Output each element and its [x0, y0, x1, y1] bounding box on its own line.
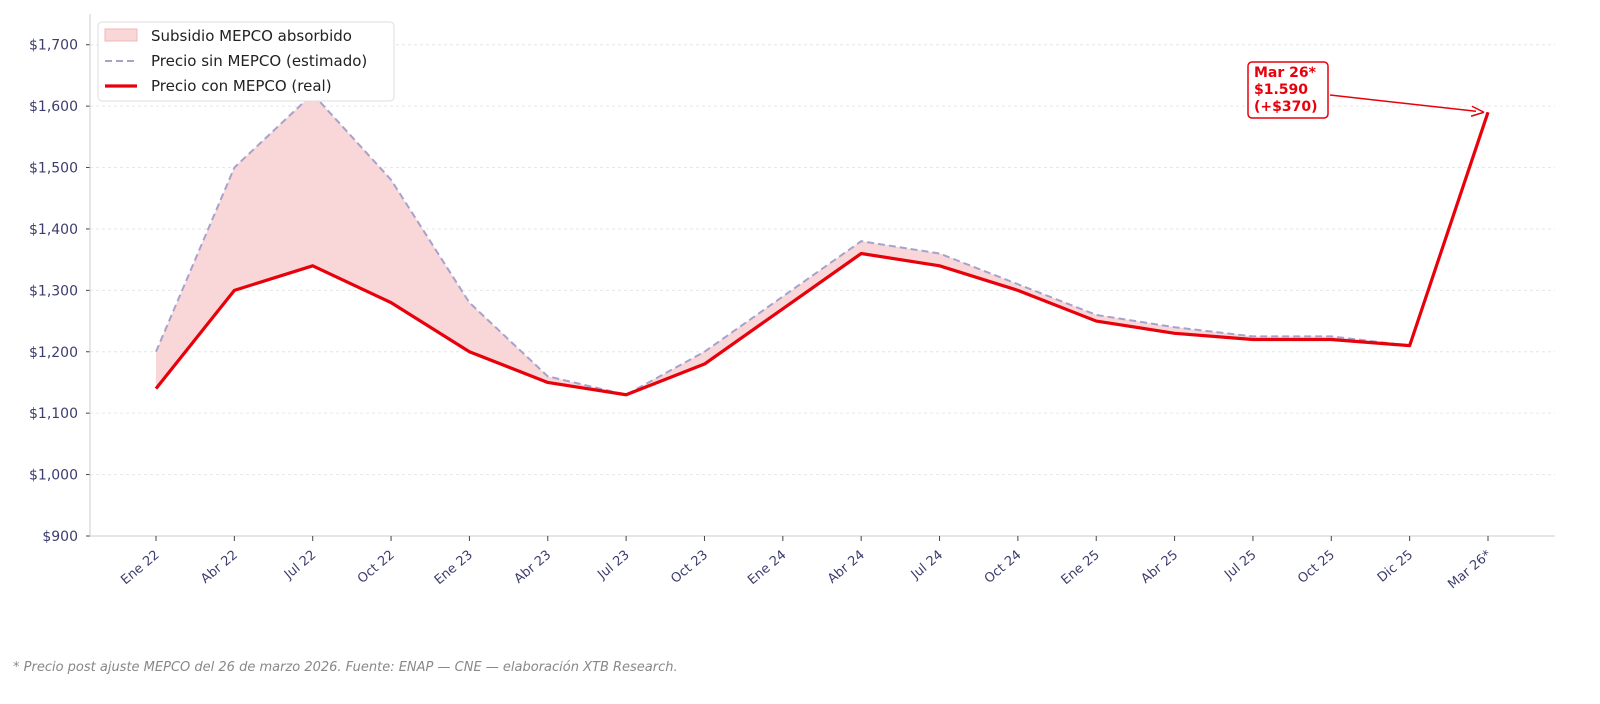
x-tick-label: Abr 24 — [825, 548, 868, 587]
legend-swatch-subsidio — [104, 28, 138, 42]
x-tick-label: Ene 22 — [118, 548, 162, 589]
x-tick-label: Oct 24 — [982, 548, 1025, 587]
legend-label-subsidio: Subsidio MEPCO absorbido — [151, 27, 352, 45]
annotation-text: (+$370) — [1254, 99, 1318, 115]
y-tick-label: $1,100 — [29, 406, 78, 422]
y-tick-label: $1,400 — [29, 222, 78, 238]
x-tick-label: Jul 25 — [1221, 548, 1259, 584]
legend-label-real: Precio con MEPCO (real) — [151, 77, 332, 95]
x-tick-label: Dic 25 — [1375, 548, 1416, 586]
annotation-box — [1247, 61, 1329, 119]
x-tick-label: Abr 23 — [512, 548, 555, 587]
y-tick-label: $1,300 — [29, 283, 78, 299]
x-tick-label: Ene 23 — [432, 548, 476, 589]
subsidy-area — [156, 93, 1488, 395]
y-tick-label: $900 — [42, 529, 78, 545]
annotation-text: Mar 26* — [1254, 65, 1317, 81]
y-tick-label: $1,500 — [29, 161, 78, 177]
x-tick-label: Oct 23 — [668, 548, 711, 587]
x-tick-label: Ene 24 — [745, 548, 789, 589]
y-tick-label: $1,700 — [29, 38, 78, 54]
x-tick-label: Mar 26* — [1445, 547, 1495, 592]
chart: $900 $1,000 $1,100 $1,200 $1,300 $1,400 $1,500… — [29, 14, 1555, 592]
annotation-arrow — [1329, 94, 1477, 113]
x-tick-label: Jul 24 — [908, 548, 946, 584]
x-tick-label: Oct 22 — [355, 548, 398, 587]
x-tick-label: Abr 25 — [1138, 548, 1181, 587]
series-line-estimado — [155, 92, 1489, 396]
y-tick-label: $1,000 — [29, 468, 78, 484]
x-tick-label: Ene 25 — [1059, 548, 1103, 589]
x-tick-label: Abr 22 — [198, 548, 241, 587]
y-tick-label: $1,200 — [29, 345, 78, 361]
y-tick-label: $1,600 — [29, 99, 78, 115]
series-line-real — [154, 111, 1490, 397]
footer-note: * Precio post ajuste MEPCO del 26 de mar… — [13, 660, 678, 675]
annotation-text: $1.590 — [1254, 82, 1308, 98]
x-tick-label: Jul 22 — [281, 548, 319, 584]
legend-label-estimado: Precio sin MEPCO (estimado) — [151, 52, 367, 70]
x-tick-label: Oct 25 — [1295, 548, 1338, 587]
x-tick-label: Jul 23 — [594, 548, 632, 584]
annotation-arrowhead — [1470, 105, 1485, 117]
legend — [97, 21, 395, 102]
